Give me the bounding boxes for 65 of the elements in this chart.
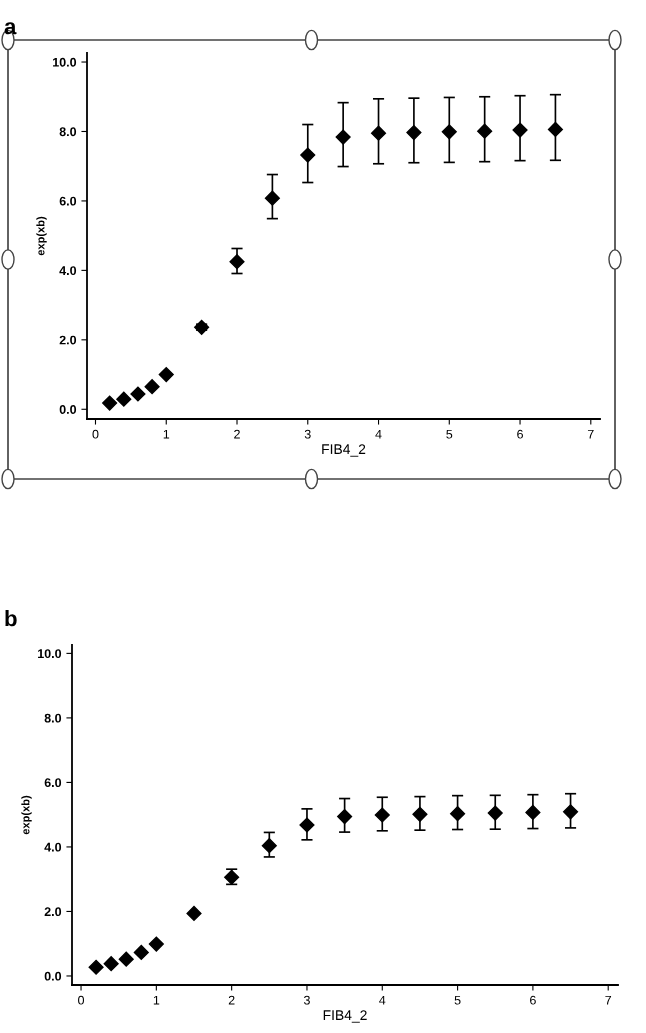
point bbox=[512, 122, 528, 138]
x-tick-label: 1 bbox=[153, 995, 160, 1005]
point bbox=[547, 121, 563, 137]
y-tick-label: 6.0 bbox=[44, 778, 62, 788]
point bbox=[299, 817, 315, 833]
point bbox=[441, 124, 457, 140]
point bbox=[133, 944, 149, 960]
point bbox=[261, 838, 277, 854]
point bbox=[562, 804, 579, 820]
y-tick-label: 10.0 bbox=[38, 649, 62, 659]
point bbox=[412, 806, 428, 822]
x-axis-title: FIB4_2 bbox=[322, 444, 366, 457]
point bbox=[450, 806, 466, 822]
y-tick-label: 4.0 bbox=[59, 266, 77, 276]
x-tick-label: 3 bbox=[304, 429, 311, 439]
y-axis-title: exp(xb) bbox=[36, 216, 47, 256]
point bbox=[406, 124, 422, 141]
y-tick-label: 8.0 bbox=[59, 127, 77, 137]
y-tick-label: 8.0 bbox=[44, 713, 62, 723]
x-tick-label: 1 bbox=[163, 429, 170, 439]
point bbox=[264, 190, 280, 206]
x-tick-label: 4 bbox=[379, 995, 386, 1005]
point bbox=[148, 936, 164, 952]
point bbox=[487, 805, 503, 821]
point bbox=[374, 807, 390, 823]
point bbox=[116, 391, 132, 407]
x-tick-label: 0 bbox=[92, 429, 99, 439]
point bbox=[370, 125, 387, 141]
x-tick-label: 4 bbox=[375, 429, 382, 439]
x-tick-label: 6 bbox=[530, 995, 536, 1005]
point bbox=[130, 386, 146, 402]
y-tick-label: 6.0 bbox=[59, 196, 77, 206]
x-tick-label: 5 bbox=[446, 429, 453, 439]
x-tick-label: 7 bbox=[587, 429, 594, 439]
chart-title: a bbox=[4, 22, 17, 35]
x-tick-label: 0 bbox=[78, 995, 85, 1005]
x-tick-label: 7 bbox=[605, 995, 612, 1005]
y-axis-title: exp(xb) bbox=[21, 795, 32, 835]
point bbox=[144, 379, 160, 395]
x-tick-label: 2 bbox=[228, 995, 235, 1005]
x-axis-title: FIB4_2 bbox=[323, 1010, 367, 1023]
point bbox=[335, 129, 351, 145]
point bbox=[118, 951, 134, 967]
y-tick-label: 2.0 bbox=[44, 907, 62, 917]
chart-title: b bbox=[5, 610, 17, 627]
y-tick-label: 0.0 bbox=[44, 971, 62, 981]
point bbox=[525, 804, 541, 820]
point bbox=[102, 395, 118, 411]
y-tick-label: 4.0 bbox=[44, 842, 62, 852]
point bbox=[229, 254, 245, 270]
point bbox=[337, 809, 353, 825]
y-tick-label: 2.0 bbox=[59, 335, 77, 345]
point bbox=[194, 319, 210, 335]
point bbox=[477, 123, 493, 139]
point bbox=[158, 366, 174, 383]
point bbox=[186, 905, 202, 921]
x-tick-label: 2 bbox=[234, 429, 240, 439]
point bbox=[103, 956, 119, 972]
y-tick-label: 10.0 bbox=[53, 57, 77, 67]
point bbox=[300, 147, 316, 163]
point bbox=[88, 959, 104, 975]
x-tick-label: 3 bbox=[303, 995, 310, 1005]
y-tick-label: 0.0 bbox=[59, 405, 77, 414]
x-tick-label: 5 bbox=[454, 995, 461, 1005]
x-tick-label: 6 bbox=[517, 429, 523, 439]
